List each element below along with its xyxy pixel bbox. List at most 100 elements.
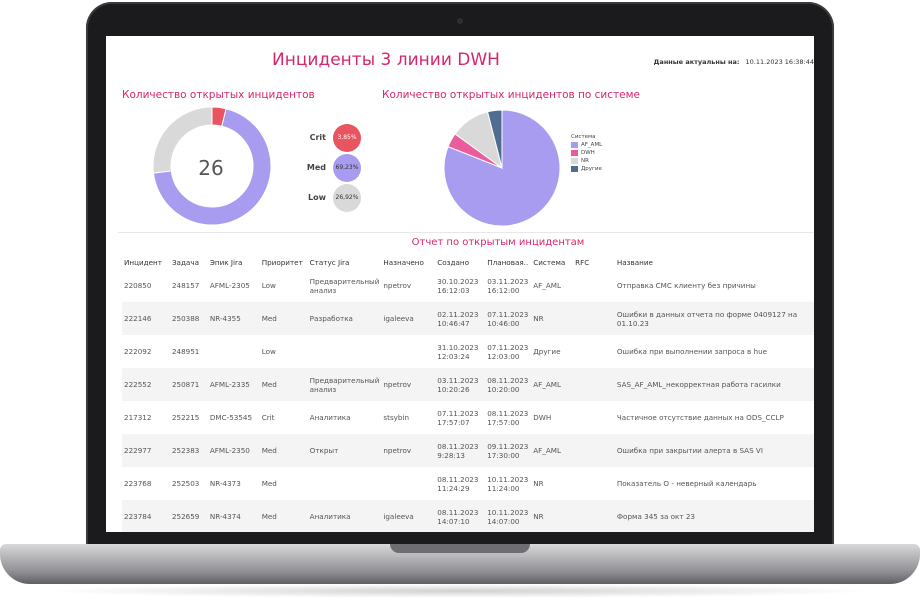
cell-priority: Low — [261, 281, 276, 290]
cell-system: DWH — [533, 413, 552, 422]
column-header-title[interactable]: Название — [616, 257, 653, 267]
column-header-planned[interactable]: Плановая.. — [487, 257, 529, 267]
column-header-rfc[interactable]: RFC — [575, 257, 590, 267]
cell-jira-epic: AFML-2305 — [209, 281, 250, 290]
cell-priority: Med — [259, 302, 308, 335]
cell-planned: 07.11.2023 10:46:00 — [485, 302, 532, 335]
cell-rfc — [573, 500, 615, 532]
pie-slice-other[interactable] — [486, 109, 503, 169]
table-row[interactable]: 223768 252503 NR-4373 Med 08.11.2023 11:24:2… — [122, 467, 814, 500]
cell-jira-epic: AFML-2350 — [207, 434, 260, 467]
cell-task-id: 252383 — [169, 434, 208, 467]
legend-swatch — [571, 166, 578, 172]
cell-priority: Med — [259, 434, 308, 467]
table-row[interactable]: 220850 248157 AFML-2305 Low Предварительный … — [122, 269, 814, 302]
donut-slice-med[interactable] — [152, 108, 272, 226]
system-legend: Система AF_AML DWH NR Другие — [571, 134, 602, 174]
cell-title: Ошибка при закрытии алерта в SAS VI — [614, 434, 814, 467]
priority-donut-chart[interactable] — [142, 96, 282, 236]
cell-priority: Med — [259, 500, 308, 532]
table-row[interactable]: 217312 252215 DMC-53545 Crit Аналитика stsybi… — [122, 401, 814, 434]
cell-system: AF_AML — [533, 281, 561, 290]
legend-title: Система — [571, 134, 596, 140]
column-header-jira-epic[interactable]: Эпик Jira — [209, 257, 243, 267]
legend-swatch — [571, 142, 578, 148]
column-header-system[interactable]: Система — [533, 257, 566, 267]
cell-assignee: npetrov — [381, 368, 436, 401]
cell-system: AF_AML — [531, 434, 574, 467]
cell-task-id: 250388 — [169, 302, 208, 335]
table-row[interactable]: 222552 250871 AFML-2335 Med Предварительный … — [122, 368, 814, 401]
cell-system: AF_AML — [531, 368, 574, 401]
cell-assignee — [381, 335, 435, 368]
cell-rfc — [573, 368, 615, 401]
system-pie-chart[interactable] — [432, 98, 572, 238]
table-header: Инцидент Задача Эпик Jira Приоритет Статус J… — [122, 255, 814, 269]
cell-jira-status: Разработка — [307, 302, 382, 335]
priority-crit[interactable]: Crit 3,85% — [302, 124, 392, 154]
cell-task-id: 252503 — [171, 479, 200, 488]
column-header-created[interactable]: Создано — [437, 257, 469, 267]
cell-rfc — [573, 467, 615, 500]
cell-planned: 03.11.2023 16:12:00 — [487, 276, 529, 295]
table-row[interactable]: 223784 252659 NR-4374 Med Аналитика igaleeva 0… — [122, 500, 814, 532]
column-header-assignee[interactable]: Назначено — [383, 257, 424, 267]
cell-created: 08.11.2023 9:28:13 — [435, 434, 486, 467]
cell-jira-status: Предварительный анализ — [309, 276, 380, 295]
cell-jira-status: Предварительный анализ — [307, 368, 382, 401]
total-open-count: 26 — [198, 156, 224, 180]
cell-task-id: 248157 — [171, 281, 200, 290]
cell-incident-id: 222146 — [122, 302, 170, 335]
cell-title: Отправка СМС клиенту без причины — [616, 281, 756, 290]
camera-icon — [457, 18, 463, 24]
column-header-priority[interactable]: Приоритет — [261, 257, 303, 267]
cell-system: NR — [533, 479, 544, 488]
cell-planned: 08.11.2023 17:57:00 — [487, 408, 529, 427]
laptop-shadow — [40, 584, 880, 598]
cell-jira-epic — [208, 335, 260, 368]
column-header-task-id[interactable]: Задача — [171, 257, 199, 267]
cell-system: Другие — [533, 347, 561, 356]
legend-label: NR — [581, 158, 589, 164]
cell-jira-status — [308, 335, 382, 368]
legend-item[interactable]: AF_AML — [571, 142, 602, 148]
column-header-incident-id[interactable]: Инцидент — [124, 257, 162, 267]
cell-incident-id: 222092 — [124, 347, 152, 356]
priority-label: Med — [306, 163, 326, 172]
table-row[interactable]: 222146 250388 NR-4355 Med Разработка igaleeva… — [122, 302, 814, 335]
legend-label: AF_AML — [581, 142, 603, 148]
priority-bubble: 69,23% — [333, 154, 361, 182]
priority-med[interactable]: Med 69,23% — [302, 154, 392, 184]
cell-rfc — [573, 269, 615, 302]
cell-system: NR — [531, 302, 574, 335]
cell-planned: 10.11.2023 11:24:00 — [487, 474, 529, 493]
cell-assignee: igaleeva — [381, 302, 436, 335]
cell-jira-epic: NR-4373 — [209, 479, 241, 488]
legend-item[interactable]: DWH — [571, 150, 602, 156]
cell-jira-status — [308, 467, 382, 500]
cell-rfc — [573, 434, 615, 467]
priority-low[interactable]: Low 26,92% — [302, 184, 392, 214]
table-row[interactable]: 222977 252383 AFML-2350 Med Открыт npetrov 08.… — [122, 434, 814, 467]
cell-assignee: igaleeva — [381, 500, 436, 532]
laptop-notch — [390, 544, 530, 553]
donut-slice-low[interactable] — [152, 106, 213, 174]
cell-priority: Med — [261, 479, 277, 488]
cell-incident-id: 220850 — [124, 281, 152, 290]
open-incidents-title: Количество открытых инцидентов — [122, 89, 315, 101]
cell-priority: Med — [259, 368, 308, 401]
column-header-jira-status[interactable]: Статус Jira — [309, 257, 350, 267]
cell-assignee: stsybin — [383, 413, 410, 422]
cell-jira-status: Аналитика — [307, 500, 382, 532]
open-incidents-report: Отчет по открытым инцидентам Инцидент Зад… — [118, 232, 814, 532]
table-row[interactable]: 222092 248951 Low 31.10.2023 12:03:24 07.11.… — [122, 335, 814, 368]
cell-title: Форма 345 за окт 23 — [614, 500, 814, 532]
cell-task-id: 252215 — [171, 413, 200, 422]
cell-title: Ошибки в данных отчета по форме 0409127 … — [614, 302, 814, 335]
cell-created: 08.11.2023 14:07:10 — [435, 500, 486, 532]
cell-incident-id: 222552 — [122, 368, 170, 401]
legend-item[interactable]: NR — [571, 158, 602, 164]
cell-created: 03.11.2023 10:20:26 — [435, 368, 486, 401]
legend-item[interactable]: Другие — [571, 166, 602, 172]
legend-swatch — [571, 158, 578, 164]
